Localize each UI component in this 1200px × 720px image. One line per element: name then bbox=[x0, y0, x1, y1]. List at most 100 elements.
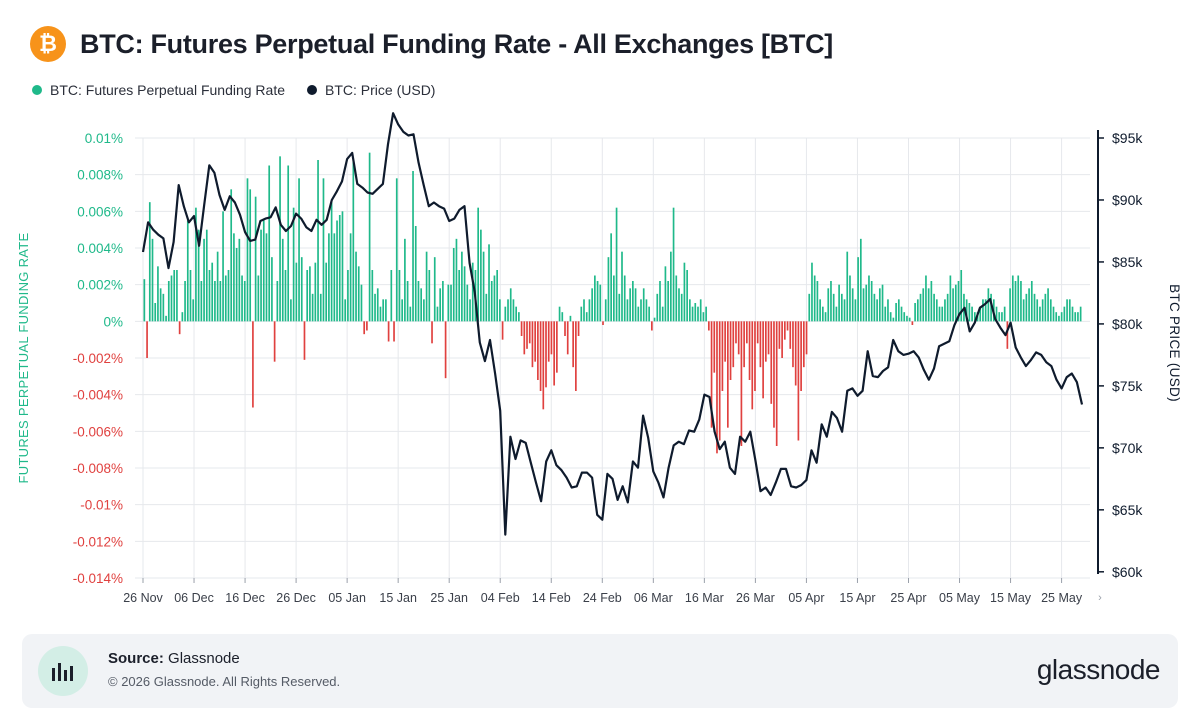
right-axis-title: BTC PRICE (USD) bbox=[1167, 284, 1182, 402]
funding-rate-bar bbox=[651, 321, 653, 331]
funding-rate-bar bbox=[675, 275, 678, 322]
funding-rate-bar bbox=[713, 321, 716, 373]
funding-rate-bar bbox=[545, 321, 547, 388]
funding-rate-bar bbox=[572, 321, 574, 368]
funding-rate-bars bbox=[143, 152, 1082, 454]
legend-label-price: BTC: Price (USD) bbox=[325, 82, 436, 98]
funding-rate-bar bbox=[303, 321, 306, 360]
funding-rate-bar bbox=[897, 299, 900, 322]
x-axis-tick-label: 05 Jan bbox=[328, 591, 366, 605]
funding-rate-bar bbox=[889, 312, 892, 322]
funding-rate-bar bbox=[463, 266, 466, 322]
x-axis-arrow-icon: › bbox=[1098, 592, 1102, 604]
funding-rate-bar bbox=[683, 262, 686, 322]
funding-rate-bar bbox=[775, 321, 778, 446]
funding-rate-bar bbox=[349, 233, 352, 322]
funding-rate-bar bbox=[233, 233, 235, 322]
right-axis-tick-label: $95k bbox=[1112, 130, 1143, 146]
right-axis-tick-label: $65k bbox=[1112, 502, 1143, 518]
funding-rate-bar bbox=[672, 207, 675, 322]
funding-rate-bar bbox=[488, 244, 490, 322]
funding-rate-bar bbox=[892, 317, 895, 322]
funding-rate-bar bbox=[705, 306, 707, 322]
funding-rate-bar bbox=[509, 288, 512, 322]
funding-rate-bar bbox=[637, 306, 640, 322]
chart-header: ₿ BTC: Futures Perpetual Funding Rate - … bbox=[30, 26, 833, 62]
funding-rate-bar bbox=[159, 288, 162, 322]
funding-rate-bar bbox=[205, 229, 208, 322]
funding-rate-bar bbox=[523, 321, 526, 355]
funding-rate-bar bbox=[162, 293, 165, 322]
left-axis-tick-label: 0.006% bbox=[77, 204, 123, 219]
funding-rate-bar bbox=[618, 293, 621, 322]
x-axis-tick-label: 16 Mar bbox=[685, 591, 724, 605]
source-value: Glassnode bbox=[168, 650, 240, 667]
funding-rate-bar bbox=[357, 266, 360, 322]
funding-rate-bar bbox=[276, 281, 279, 322]
funding-rate-bar bbox=[743, 321, 745, 368]
legend-item-price[interactable]: BTC: Price (USD) bbox=[307, 82, 435, 98]
funding-rate-bar bbox=[398, 270, 401, 322]
legend-label-funding-rate: BTC: Futures Perpetual Funding Rate bbox=[50, 82, 286, 98]
funding-rate-bar bbox=[265, 233, 268, 322]
funding-rate-bar bbox=[615, 207, 618, 322]
funding-rate-bar bbox=[971, 306, 973, 322]
funding-rate-bar bbox=[794, 321, 797, 386]
funding-rate-bar bbox=[694, 303, 697, 322]
funding-rate-bar bbox=[333, 233, 336, 322]
funding-rate-bar bbox=[556, 321, 558, 373]
price-line-layer bbox=[141, 112, 1084, 536]
legend-item-funding-rate[interactable]: BTC: Futures Perpetual Funding Rate bbox=[32, 82, 285, 98]
funding-rate-bar bbox=[241, 275, 243, 322]
funding-rate-bar bbox=[518, 312, 520, 322]
funding-rate-bar bbox=[960, 270, 963, 322]
right-axis-tick-label: $70k bbox=[1112, 440, 1143, 456]
chart-axes: 0.01% 0.008% 0.006% 0.004% 0.002% 0% -0.002% -0… bbox=[16, 130, 1182, 605]
funding-rate-bar bbox=[214, 281, 216, 322]
funding-rate-bar bbox=[762, 321, 764, 399]
bitcoin-logo-icon: ₿ bbox=[30, 26, 66, 62]
funding-rate-bar bbox=[1025, 293, 1028, 322]
funding-rate-bar bbox=[444, 321, 447, 379]
funding-rate-bar bbox=[767, 321, 770, 355]
funding-rate-bar bbox=[968, 303, 971, 322]
funding-rate-bar bbox=[764, 321, 767, 362]
funding-rate-bar bbox=[433, 257, 436, 322]
x-axis-tick-label: 26 Mar bbox=[736, 591, 775, 605]
funding-rate-bar bbox=[528, 321, 531, 344]
funding-rate-bar bbox=[309, 266, 311, 322]
funding-rate-bar bbox=[186, 220, 189, 322]
funding-rate-bar bbox=[379, 306, 382, 322]
funding-rate-bar bbox=[783, 321, 786, 340]
funding-rate-bar bbox=[1047, 288, 1049, 322]
x-axis-tick-label: 25 Jan bbox=[430, 591, 468, 605]
left-axis-tick-label: -0.014% bbox=[73, 571, 123, 586]
funding-rate-bar bbox=[252, 321, 254, 408]
funding-rate-bar bbox=[1017, 275, 1020, 322]
funding-rate-bar bbox=[710, 321, 713, 428]
funding-rate-bar bbox=[699, 299, 702, 322]
funding-rate-bar bbox=[824, 312, 827, 322]
funding-rate-bar bbox=[360, 284, 363, 322]
funding-rate-bar bbox=[368, 152, 371, 322]
funding-rate-bar bbox=[363, 321, 366, 335]
funding-rate-bar bbox=[965, 299, 968, 322]
funding-rate-bar bbox=[588, 299, 591, 322]
left-axis-tick-label: -0.006% bbox=[73, 424, 123, 439]
funding-rate-bar bbox=[219, 281, 222, 322]
funding-rate-bar bbox=[1009, 288, 1011, 322]
funding-rate-bar bbox=[656, 293, 659, 322]
funding-rate-bar bbox=[1066, 299, 1068, 322]
funding-rate-bar bbox=[393, 321, 395, 342]
funding-rate-bar bbox=[322, 178, 325, 322]
funding-rate-bar bbox=[515, 306, 517, 322]
funding-rate-bar bbox=[759, 321, 762, 368]
funding-rate-bar bbox=[862, 288, 865, 322]
funding-rate-bar bbox=[452, 248, 455, 322]
funding-rate-bar bbox=[1014, 281, 1017, 322]
funding-rate-bar bbox=[859, 238, 862, 322]
funding-rate-bar bbox=[870, 281, 873, 322]
funding-rate-bar bbox=[504, 306, 507, 322]
funding-rate-bar bbox=[854, 299, 857, 322]
funding-rate-bar bbox=[865, 284, 868, 322]
